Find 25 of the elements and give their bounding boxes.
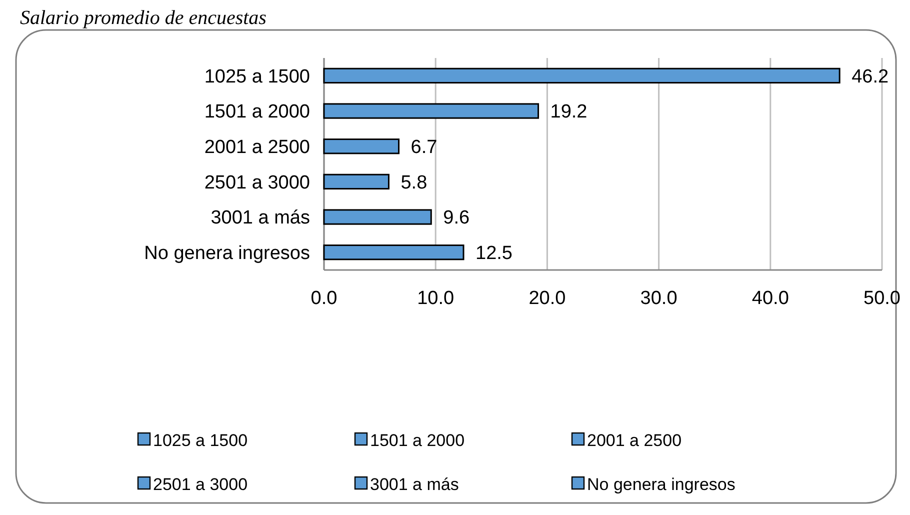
legend-label: 1025 a 1500 <box>153 430 248 450</box>
x-tick-label: 10.0 <box>417 288 454 309</box>
x-tick-label: 20.0 <box>528 288 566 309</box>
legend-label: 1501 a 2000 <box>370 430 465 450</box>
data-label: 5.8 <box>400 172 428 194</box>
data-label: 6.7 <box>410 136 438 158</box>
y-tick-label: 1025 a 1500 <box>204 66 310 88</box>
legend-label: 2501 a 3000 <box>153 474 248 494</box>
data-label: 46.2 <box>852 66 889 88</box>
legend-label: No genera ingresos <box>587 474 736 494</box>
data-label: 12.5 <box>476 242 512 264</box>
y-tick-label: No genera ingresos <box>144 242 310 264</box>
data-label: 9.6 <box>443 208 470 229</box>
y-tick-label: 1501 a 2000 <box>204 102 310 123</box>
data-label: 19.2 <box>550 102 588 123</box>
x-tick-label: 0.0 <box>310 288 338 309</box>
y-tick-label: 2501 a 3000 <box>204 172 310 194</box>
x-tick-label: 40.0 <box>752 288 789 309</box>
x-tick-label: 50.0 <box>864 288 900 309</box>
legend-label: 2001 a 2500 <box>587 430 682 450</box>
y-tick-label: 2001 a 2500 <box>204 136 310 158</box>
text: Salario promedio de encuestas <box>20 7 267 29</box>
legend-label: 3001 a más <box>370 474 459 494</box>
y-tick-label: 3001 a más <box>210 208 310 229</box>
x-tick-label: 30.0 <box>640 288 678 309</box>
